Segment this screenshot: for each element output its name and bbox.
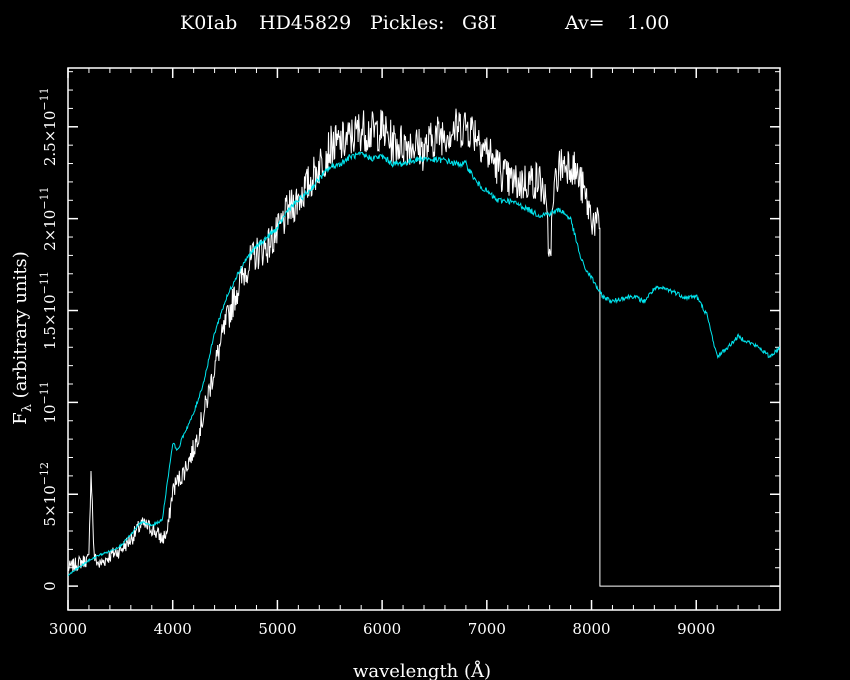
y-tick-label: 2×10−11	[38, 186, 59, 250]
y-axis-label-rest: (arbitrary units)	[10, 251, 31, 404]
y-tick-label: 0	[41, 581, 59, 591]
y-tick-mantissa: 10	[41, 404, 59, 423]
pickles-template-line	[68, 151, 781, 576]
title-star-type: K0Iab	[180, 12, 238, 34]
y-tick-exponent: −11	[38, 271, 51, 294]
y-tick-label: 5×10−12	[38, 462, 59, 526]
x-tick-label: 8000	[572, 620, 610, 638]
title-av-value: 1.00	[627, 12, 670, 34]
series-layer	[67, 108, 781, 587]
y-tick-label: 2.5×10−11	[38, 87, 59, 166]
minor-ticks	[68, 68, 781, 610]
x-tick-label: 5000	[258, 620, 296, 638]
y-tick-mantissa: 2×10	[41, 210, 59, 251]
y-tick-mantissa: 1.5×10	[41, 294, 59, 350]
y-axis-label: Fλ (arbitrary units)	[10, 251, 35, 425]
x-axis-label: wavelength (Å)	[353, 660, 491, 680]
major-ticks	[67, 68, 780, 610]
x-tick-label: 9000	[677, 620, 715, 638]
title-pickles-label: Pickles:	[370, 12, 445, 34]
title-av-label: Av=	[565, 12, 605, 34]
y-tick-label: 10−11	[38, 381, 59, 423]
x-tick-label: 6000	[363, 620, 401, 638]
y-tick-mantissa: 2.5×10	[41, 111, 59, 167]
y-tick-label: 1.5×10−11	[38, 271, 59, 350]
y-axis-label-main: F	[10, 412, 31, 425]
y-axis-label-sub: λ	[20, 404, 35, 412]
y-tick-exponent: −11	[38, 381, 51, 404]
y-tick-exponent: −11	[38, 87, 51, 110]
y-tick-mantissa: 0	[41, 581, 59, 591]
observed-spectrum-line	[67, 108, 780, 587]
y-tick-mantissa: 5×10	[41, 485, 59, 526]
x-tick-label: 4000	[154, 620, 192, 638]
title-pickles-type: G8I	[462, 12, 497, 34]
x-tick-label: 3000	[49, 620, 87, 638]
title-star-name: HD45829	[259, 12, 352, 34]
y-tick-exponent: −11	[38, 186, 51, 209]
x-tick-label: 7000	[468, 620, 506, 638]
y-tick-exponent: −12	[38, 462, 51, 485]
x-tick-labels: 3000 4000 5000 6000 7000 8000 9000	[49, 620, 715, 638]
